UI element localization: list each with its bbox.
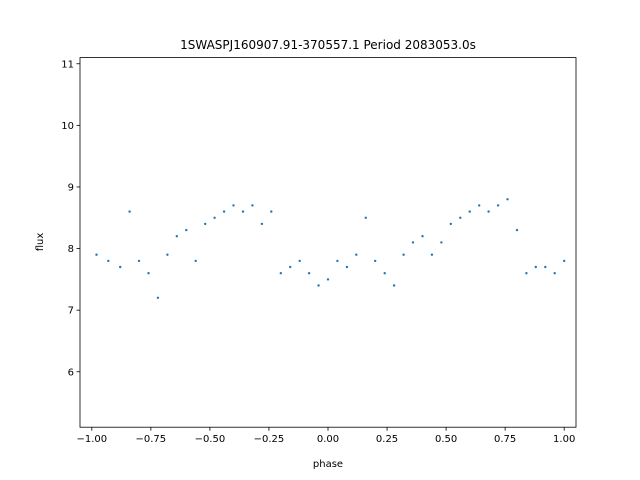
- data-point: [364, 216, 367, 219]
- data-point: [166, 253, 169, 256]
- y-tick-label: 6: [68, 367, 74, 378]
- x-tick-label: 0.25: [376, 434, 398, 445]
- data-point: [506, 198, 509, 201]
- data-point: [175, 235, 178, 238]
- data-point: [421, 235, 424, 238]
- data-point: [355, 253, 358, 256]
- x-tick-label: 1.00: [553, 434, 575, 445]
- y-tick-label: 8: [68, 244, 74, 255]
- data-point: [147, 272, 150, 275]
- data-point: [241, 210, 245, 213]
- data-point: [553, 272, 556, 275]
- data-point: [270, 210, 273, 213]
- data-point: [95, 253, 98, 256]
- y-tick-label: 9: [68, 182, 74, 193]
- data-point: [260, 222, 264, 226]
- plot-background: [80, 57, 576, 428]
- data-point: [411, 241, 415, 244]
- data-point: [430, 253, 434, 256]
- data-point: [128, 210, 131, 213]
- data-point: [289, 265, 292, 269]
- y-tick-label: 7: [68, 306, 74, 317]
- data-point: [232, 204, 235, 207]
- data-point: [478, 204, 481, 207]
- data-point: [515, 228, 519, 232]
- data-point: [307, 272, 311, 275]
- data-point: [345, 265, 349, 269]
- x-tick-label: −0.25: [254, 434, 285, 445]
- data-point: [440, 241, 443, 244]
- data-point: [298, 259, 301, 263]
- data-point: [156, 296, 160, 299]
- data-point: [468, 210, 471, 213]
- x-tick-label: −1.00: [76, 434, 107, 445]
- y-tick-label: 10: [61, 121, 74, 132]
- chart-title: 1SWASPJ160907.91-370557.1 Period 2083053…: [180, 38, 476, 52]
- x-axis-ticks: −1.00 −0.75 −0.50 −0.25 0.00 0.25 0.50 0.75 1.00: [76, 427, 575, 445]
- y-axis-ticks: 6 7 8 9 10 11: [61, 59, 80, 378]
- data-point: [204, 222, 207, 226]
- data-point: [525, 272, 528, 275]
- data-point: [496, 204, 500, 207]
- data-point: [459, 216, 462, 219]
- x-axis-label: phase: [313, 459, 343, 470]
- data-point: [317, 284, 320, 287]
- data-point: [487, 210, 490, 213]
- data-point: [137, 259, 141, 263]
- x-tick-label: −0.75: [136, 434, 167, 445]
- data-point: [213, 216, 216, 219]
- data-point: [374, 259, 377, 263]
- y-tick-label: 11: [61, 59, 74, 70]
- data-points: [95, 198, 566, 299]
- x-tick-label: 0.75: [494, 434, 516, 445]
- y-axis-label: flux: [35, 233, 46, 252]
- data-point: [534, 265, 537, 269]
- data-point: [544, 265, 547, 269]
- data-point: [449, 222, 452, 226]
- data-point: [251, 204, 254, 207]
- data-point: [563, 259, 566, 263]
- data-point: [326, 278, 330, 281]
- data-point: [107, 259, 110, 263]
- x-tick-label: −0.50: [195, 434, 226, 445]
- x-tick-label: 0.50: [435, 434, 457, 445]
- data-point: [279, 272, 282, 275]
- data-point: [222, 210, 226, 213]
- data-point: [194, 259, 197, 263]
- data-point: [119, 265, 122, 269]
- data-point: [402, 253, 405, 256]
- data-point: [383, 272, 386, 275]
- x-tick-label: 0.00: [317, 434, 339, 445]
- data-point: [336, 259, 339, 263]
- data-point: [392, 284, 396, 287]
- data-point: [185, 228, 188, 232]
